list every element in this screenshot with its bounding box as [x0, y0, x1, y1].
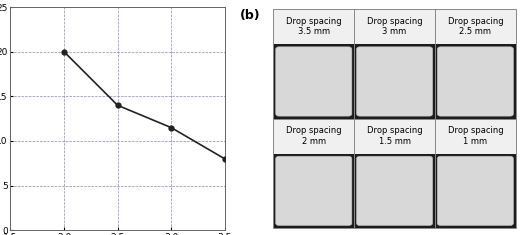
Bar: [435, 9, 516, 119]
Bar: [354, 154, 435, 228]
Text: Drop spacing
3.5 mm: Drop spacing 3.5 mm: [286, 17, 342, 36]
Text: Drop spacing
2.5 mm: Drop spacing 2.5 mm: [448, 17, 503, 36]
Bar: [354, 119, 435, 154]
FancyBboxPatch shape: [276, 156, 352, 226]
FancyBboxPatch shape: [356, 156, 432, 226]
Text: Drop spacing
3 mm: Drop spacing 3 mm: [367, 17, 423, 36]
Bar: [435, 9, 516, 44]
Bar: [274, 9, 354, 119]
Bar: [354, 9, 435, 119]
Bar: [274, 119, 354, 154]
Bar: [435, 119, 516, 228]
Bar: [354, 119, 435, 228]
Bar: [435, 119, 516, 154]
Bar: [274, 119, 354, 228]
Bar: [435, 154, 516, 228]
Bar: [274, 154, 354, 228]
Bar: [435, 44, 516, 119]
Text: (b): (b): [240, 9, 260, 22]
Bar: [274, 44, 354, 119]
FancyBboxPatch shape: [276, 47, 352, 116]
Bar: [354, 44, 435, 119]
Bar: [354, 9, 435, 44]
FancyBboxPatch shape: [356, 47, 432, 116]
Text: Drop spacing
2 mm: Drop spacing 2 mm: [286, 126, 342, 146]
FancyBboxPatch shape: [437, 156, 514, 226]
Bar: [274, 9, 354, 44]
Text: Drop spacing
1.5 mm: Drop spacing 1.5 mm: [367, 126, 423, 146]
FancyBboxPatch shape: [437, 47, 514, 116]
Text: Drop spacing
1 mm: Drop spacing 1 mm: [448, 126, 503, 146]
